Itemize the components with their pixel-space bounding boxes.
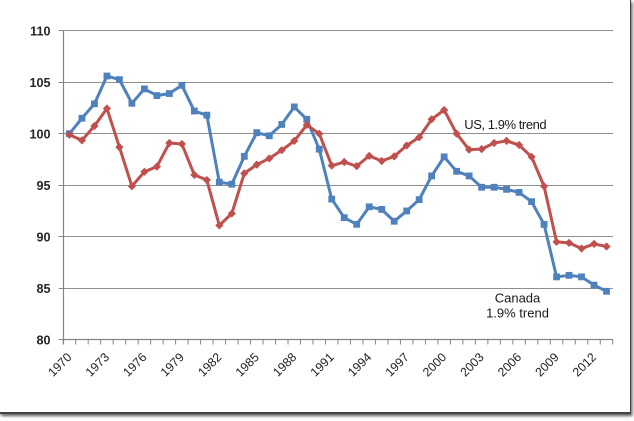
svg-text:1985: 1985: [233, 350, 262, 379]
svg-text:2003: 2003: [457, 350, 486, 379]
svg-text:1997: 1997: [383, 350, 412, 379]
svg-text:1988: 1988: [270, 350, 299, 379]
svg-text:100: 100: [29, 128, 50, 142]
svg-text:US, 1.9% trend: US, 1.9% trend: [464, 117, 546, 132]
svg-text:2006: 2006: [495, 350, 524, 379]
svg-text:2000: 2000: [420, 350, 449, 379]
svg-text:1991: 1991: [308, 350, 337, 379]
svg-text:1994: 1994: [345, 350, 374, 379]
svg-text:110: 110: [30, 25, 50, 39]
svg-text:95: 95: [36, 179, 50, 193]
svg-text:80: 80: [36, 334, 50, 348]
svg-text:1982: 1982: [195, 350, 224, 379]
svg-text:2009: 2009: [532, 350, 561, 379]
svg-text:1979: 1979: [158, 350, 187, 379]
svg-text:1.9% trend: 1.9% trend: [486, 305, 549, 320]
svg-text:1973: 1973: [83, 350, 112, 379]
svg-text:85: 85: [36, 282, 50, 296]
svg-text:105: 105: [29, 76, 50, 90]
svg-text:1970: 1970: [45, 350, 74, 379]
svg-text:1976: 1976: [120, 350, 149, 379]
svg-text:Canada: Canada: [495, 290, 541, 305]
svg-text:90: 90: [36, 231, 50, 245]
svg-text:2012: 2012: [570, 350, 599, 379]
